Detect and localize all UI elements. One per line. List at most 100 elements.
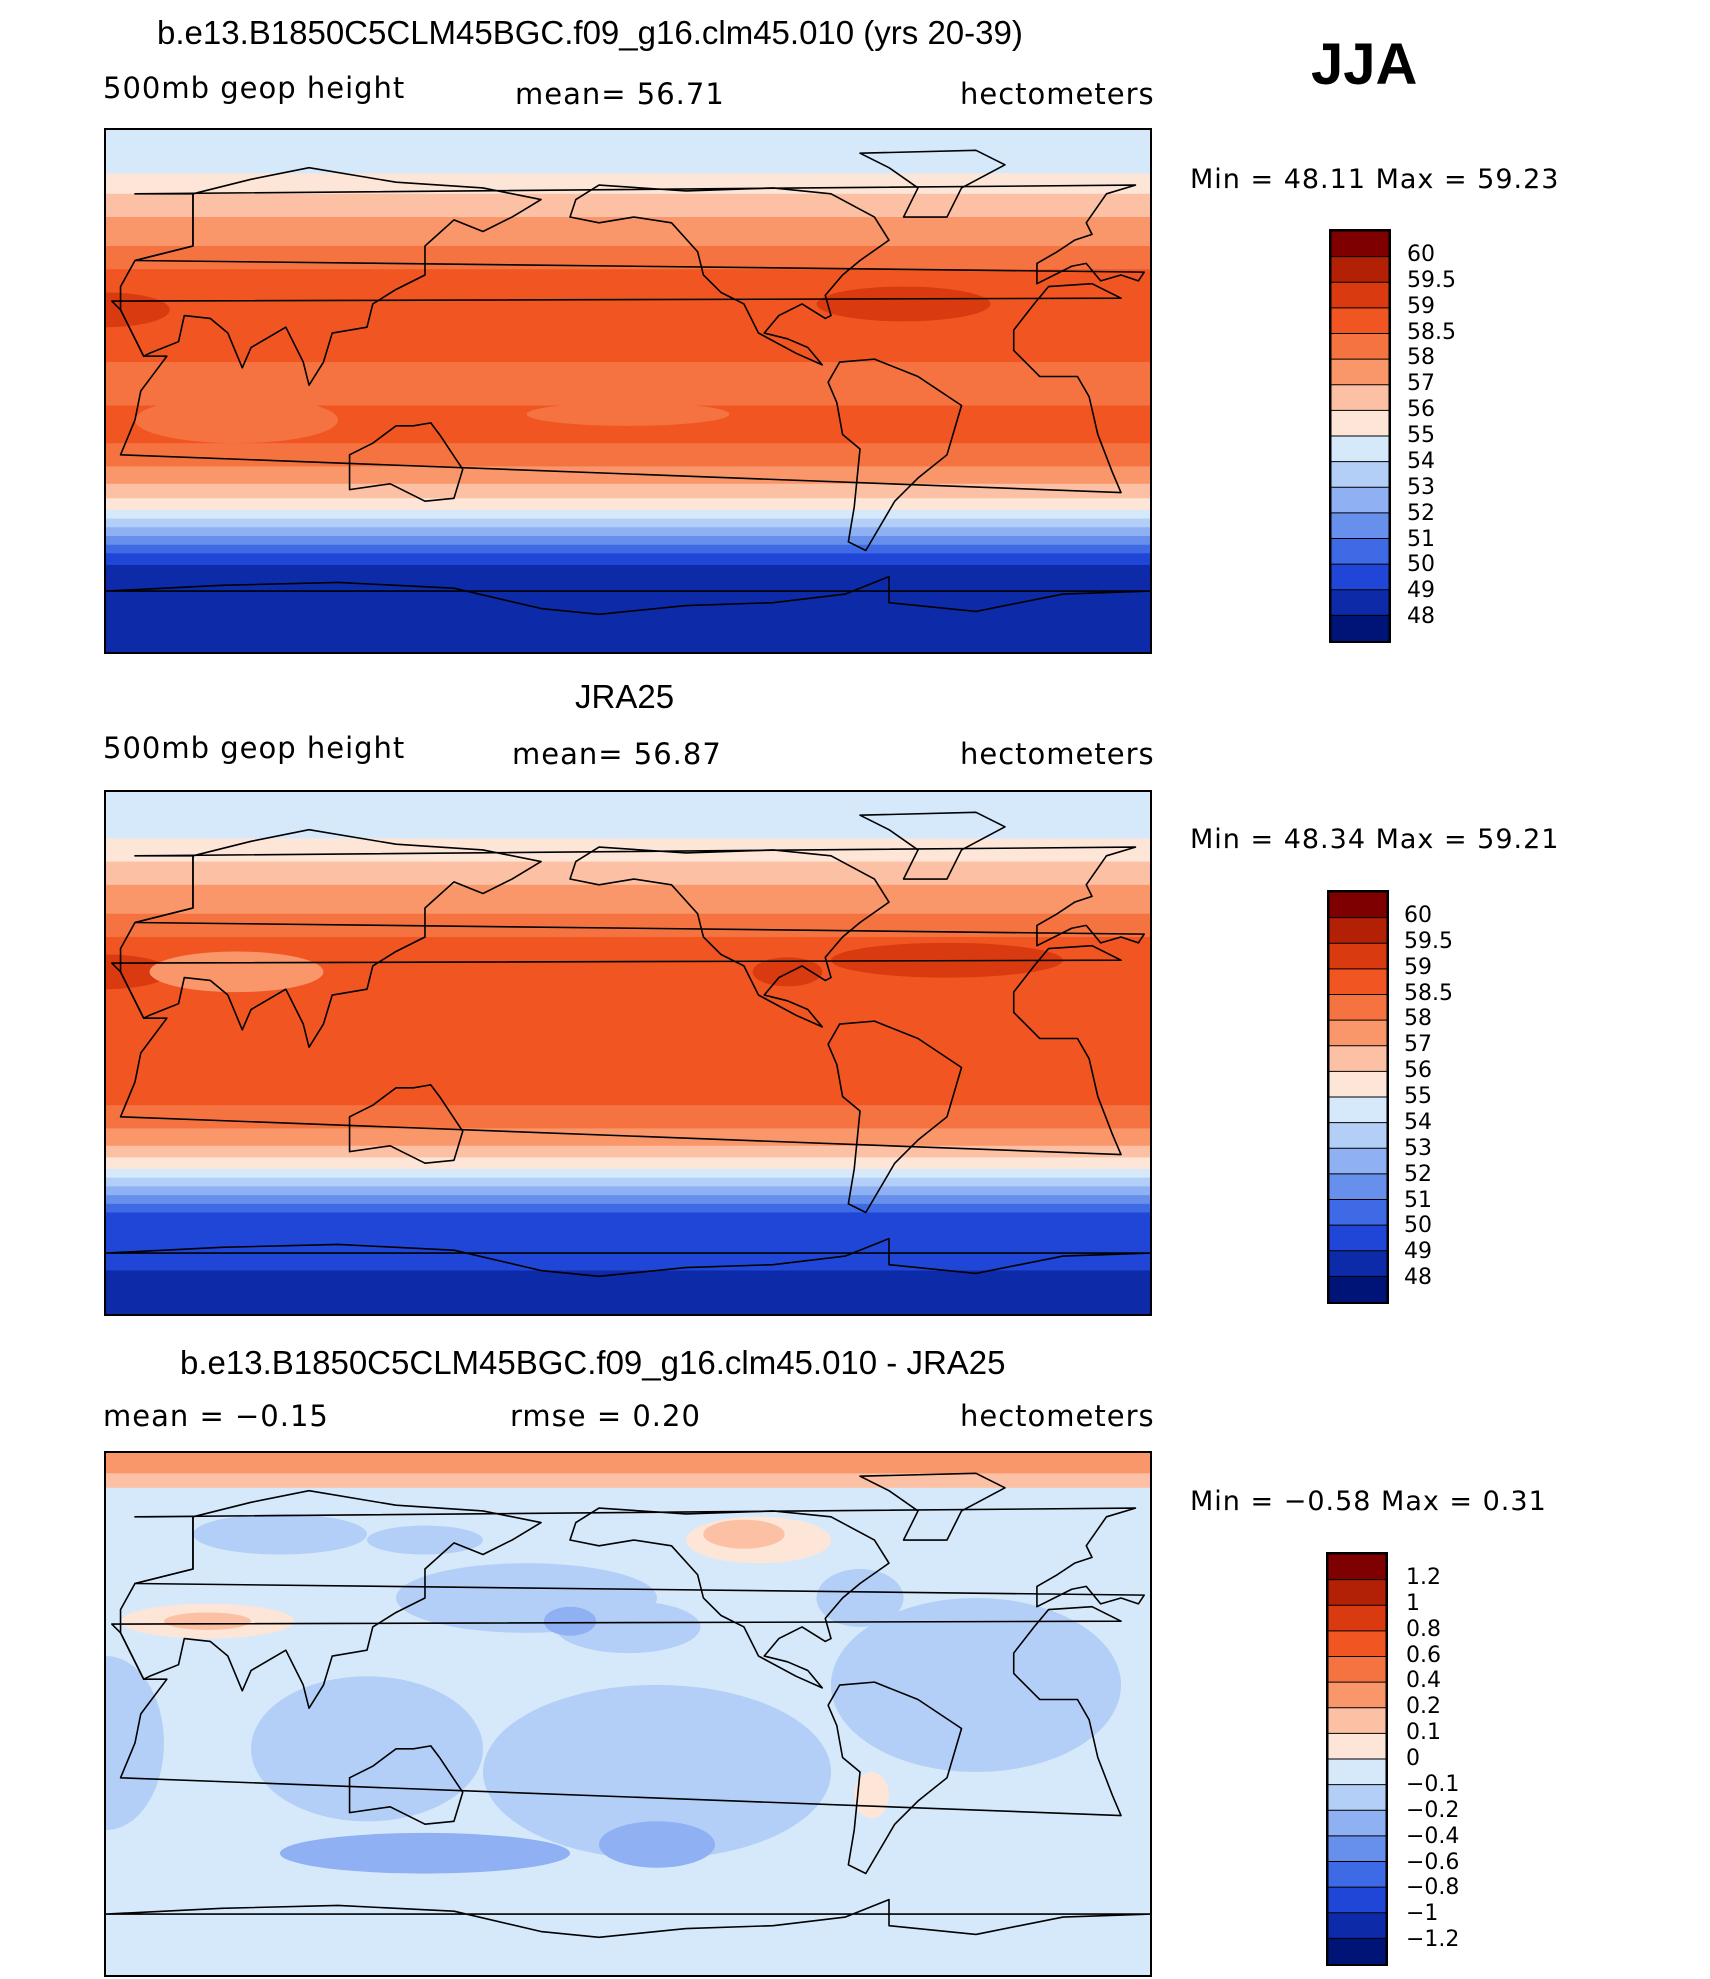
map-plot	[104, 790, 1152, 1316]
contour-band	[106, 913, 1150, 938]
coastline	[859, 1472, 1006, 1541]
min-max-label: Min = 48.11 Max = 59.23	[1190, 164, 1560, 195]
colorbar-swatch	[1331, 281, 1389, 309]
contour-region	[193, 1513, 367, 1555]
colorbar-swatch	[1329, 1147, 1387, 1175]
diff-mean-label: mean = −0.15	[103, 1399, 329, 1433]
colorbar-swatch	[1329, 1122, 1387, 1150]
colorbar-swatch	[1331, 384, 1389, 412]
colorbar-swatch	[1329, 1199, 1387, 1227]
colorbar-swatch	[1329, 968, 1387, 996]
contour-region	[703, 1519, 785, 1549]
colorbar-tick-label: 58.5	[1404, 980, 1453, 1006]
colorbar-tick-label: −1	[1406, 1901, 1439, 1927]
contour-band	[106, 1453, 1150, 1475]
contour-band	[106, 1157, 1150, 1170]
contour-band	[106, 1212, 1150, 1228]
contour-band	[106, 193, 1150, 218]
units-label: hectometers	[960, 1399, 1155, 1433]
colorbar-tick-label: 59	[1407, 293, 1435, 319]
contour-band	[106, 483, 1150, 500]
colorbar-tick-label: 59.5	[1404, 928, 1453, 954]
contour-region	[816, 286, 991, 322]
colorbar-swatch	[1329, 942, 1387, 970]
colorbar-swatch	[1328, 1707, 1386, 1735]
colorbar	[1329, 229, 1391, 643]
map-plot	[104, 1451, 1152, 1977]
contour-band	[106, 443, 1150, 468]
colorbar-swatch	[1331, 538, 1389, 566]
colorbar-swatch	[1331, 589, 1389, 617]
colorbar-tick-label: −0.8	[1406, 1875, 1460, 1901]
colorbar-swatch	[1331, 358, 1389, 386]
colorbar-swatch	[1328, 1732, 1386, 1761]
colorbar-swatch	[1328, 1579, 1386, 1607]
rmse-label: rmse = 0.20	[510, 1399, 701, 1433]
colorbar-swatch	[1329, 1096, 1387, 1124]
colorbar-tick-label: 0.8	[1406, 1616, 1441, 1642]
contour-region	[482, 1684, 832, 1859]
colorbar-swatch	[1329, 1250, 1387, 1278]
map-plot	[104, 128, 1152, 654]
variable-label: 500mb geop height	[103, 71, 406, 105]
mean-label: mean= 56.87	[512, 737, 722, 771]
contour-region	[149, 951, 324, 993]
colorbar-tick-label: 56	[1407, 397, 1435, 423]
colorbar-swatch	[1331, 256, 1389, 284]
variable-label: 500mb geop height	[103, 731, 406, 765]
colorbar-swatch	[1331, 333, 1389, 361]
colorbar-swatch	[1328, 1912, 1386, 1940]
contour-band	[106, 1128, 1150, 1147]
coastline	[569, 1507, 890, 1689]
coastline	[859, 149, 1006, 218]
contour-band	[106, 1145, 1150, 1159]
colorbar-swatch	[1331, 614, 1389, 641]
contour-band	[106, 173, 1150, 195]
colorbar-swatch	[1329, 892, 1387, 919]
colorbar-swatch	[1331, 563, 1389, 591]
colorbar-tick-label: 57	[1407, 371, 1435, 397]
contour-band	[106, 553, 1150, 566]
contour-band	[106, 1270, 1150, 1314]
colorbar-tick-label: 54	[1404, 1109, 1432, 1135]
colorbar-swatch	[1331, 435, 1389, 463]
colorbar	[1326, 1552, 1388, 1966]
contour-region	[752, 957, 823, 987]
colorbar-tick-label: 60	[1404, 902, 1432, 928]
colorbar-tick-label: −0.6	[1406, 1849, 1460, 1875]
coastline	[827, 358, 963, 552]
contour-band	[106, 130, 1150, 175]
colorbar-swatch	[1328, 1554, 1386, 1581]
contour-band	[106, 582, 1150, 652]
colorbar-tick-label: 52	[1404, 1161, 1432, 1187]
contour-band	[106, 1226, 1150, 1272]
contour-region	[816, 1569, 904, 1627]
colorbar-swatch	[1331, 231, 1389, 258]
contour-band	[106, 861, 1150, 886]
coastline	[348, 1084, 464, 1164]
colorbar-tick-label: 56	[1404, 1058, 1432, 1084]
coastline	[110, 944, 1122, 1156]
coastline	[106, 1237, 1150, 1278]
colorbar-swatch	[1328, 1784, 1386, 1812]
colorbar	[1327, 890, 1389, 1304]
colorbar-swatch	[1328, 1630, 1386, 1658]
contour-region	[279, 1832, 571, 1874]
contour-band	[106, 544, 1150, 555]
contour-band	[106, 498, 1150, 511]
contour-band	[106, 269, 1150, 363]
colorbar-swatch	[1328, 1861, 1386, 1889]
colorbar-swatch	[1328, 1886, 1386, 1914]
colorbar-tick-label: 50	[1404, 1213, 1432, 1239]
units-label: hectometers	[960, 77, 1155, 111]
coastline	[569, 184, 890, 366]
colorbar-tick-label: 50	[1407, 552, 1435, 578]
colorbar-tick-label: 1.2	[1406, 1564, 1441, 1590]
colorbar-tick-label: 0.4	[1406, 1668, 1441, 1694]
colorbar-tick-label: 59.5	[1407, 267, 1456, 293]
contour-band	[106, 466, 1150, 485]
colorbar-swatch	[1331, 409, 1389, 438]
colorbar-swatch	[1331, 512, 1389, 540]
colorbar-tick-label: −0.2	[1406, 1797, 1460, 1823]
coastline	[348, 1745, 464, 1825]
